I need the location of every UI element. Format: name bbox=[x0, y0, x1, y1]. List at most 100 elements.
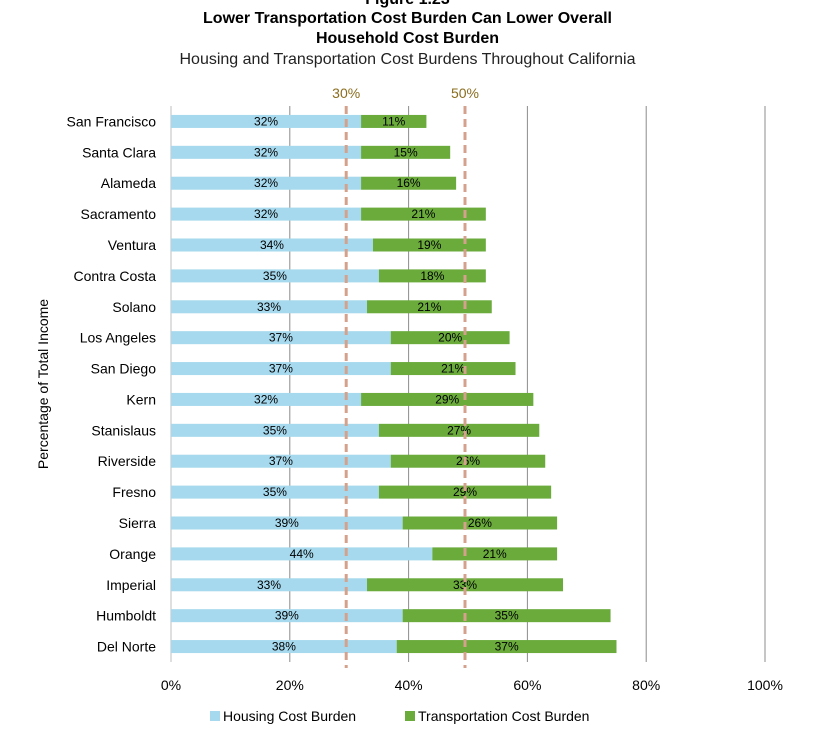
transportation-bar bbox=[372, 238, 486, 252]
transportation-bar bbox=[367, 300, 492, 314]
category-label: Alameda bbox=[101, 175, 156, 191]
category-label: Del Norte bbox=[97, 639, 156, 655]
housing-bar-label: 37% bbox=[269, 454, 293, 468]
transportation-bar-label: 19% bbox=[417, 238, 441, 252]
transportation-bar bbox=[402, 609, 611, 623]
transportation-bar-label: 15% bbox=[394, 145, 418, 159]
housing-bar bbox=[171, 640, 397, 654]
transportation-bar-label: 11% bbox=[382, 114, 405, 128]
x-tick-label: 40% bbox=[395, 677, 423, 693]
legend-swatch-transportation bbox=[405, 711, 415, 721]
x-tick-label: 80% bbox=[632, 677, 660, 693]
category-label: Orange bbox=[109, 546, 156, 562]
housing-bar bbox=[171, 423, 379, 437]
transportation-bar bbox=[367, 578, 564, 592]
legend-label-housing: Housing Cost Burden bbox=[223, 708, 356, 724]
housing-bar bbox=[171, 362, 391, 376]
housing-bar bbox=[171, 269, 379, 283]
transportation-bar-label: 21% bbox=[483, 547, 507, 561]
x-tick-label: 20% bbox=[276, 677, 304, 693]
housing-bar-label: 32% bbox=[254, 207, 278, 221]
category-label: Sacramento bbox=[81, 206, 157, 222]
transportation-bar bbox=[361, 145, 451, 159]
housing-bar bbox=[171, 485, 379, 499]
housing-bar-label: 32% bbox=[254, 392, 278, 406]
category-label: Santa Clara bbox=[82, 144, 156, 160]
legend-swatch-housing bbox=[210, 711, 220, 721]
transportation-bar bbox=[361, 207, 486, 221]
transportation-bar-label: 26% bbox=[456, 454, 480, 468]
housing-bar-label: 38% bbox=[272, 640, 296, 654]
housing-bar-label: 37% bbox=[269, 331, 293, 345]
category-label: San Diego bbox=[91, 361, 157, 377]
category-label: Humboldt bbox=[96, 608, 156, 624]
category-label: Los Angeles bbox=[80, 330, 156, 346]
transportation-bar bbox=[361, 392, 534, 406]
housing-bar bbox=[171, 207, 362, 221]
category-label: Riverside bbox=[98, 453, 157, 469]
category-label: Stanislaus bbox=[91, 422, 156, 438]
transportation-bar-label: 20% bbox=[438, 331, 462, 345]
housing-bar-label: 34% bbox=[260, 238, 284, 252]
category-label: Kern bbox=[126, 391, 156, 407]
x-tick-label: 100% bbox=[747, 677, 783, 693]
transportation-bar bbox=[390, 331, 510, 345]
housing-bar-label: 33% bbox=[257, 578, 281, 592]
transportation-bar-label: 33% bbox=[453, 578, 477, 592]
transportation-bar-label: 29% bbox=[453, 485, 477, 499]
category-label: San Francisco bbox=[67, 113, 157, 129]
transportation-bar bbox=[378, 269, 486, 283]
housing-bar bbox=[171, 300, 368, 314]
housing-bar-label: 39% bbox=[275, 516, 299, 530]
reference-line-label: 30% bbox=[332, 85, 360, 101]
transportation-bar-label: 16% bbox=[397, 176, 421, 190]
category-label: Imperial bbox=[106, 577, 156, 593]
transportation-bar bbox=[378, 485, 552, 499]
transportation-bar-label: 27% bbox=[447, 423, 471, 437]
transportation-bar-label: 29% bbox=[435, 392, 459, 406]
transportation-bar bbox=[361, 114, 427, 128]
housing-bar bbox=[171, 454, 391, 468]
housing-bar-label: 35% bbox=[263, 485, 287, 499]
housing-bar-label: 35% bbox=[263, 269, 287, 283]
category-label: Solano bbox=[112, 299, 156, 315]
legend-label-transportation: Transportation Cost Burden bbox=[418, 708, 589, 724]
housing-bar-label: 32% bbox=[254, 145, 278, 159]
x-tick-label: 60% bbox=[513, 677, 541, 693]
transportation-bar-label: 18% bbox=[420, 269, 444, 283]
category-label: Fresno bbox=[112, 484, 156, 500]
transportation-bar-label: 37% bbox=[495, 640, 519, 654]
housing-bar bbox=[171, 114, 362, 128]
transportation-bar bbox=[390, 454, 546, 468]
chart-title-line-1: Lower Transportation Cost Burden Can Low… bbox=[203, 10, 612, 27]
category-label: Sierra bbox=[119, 515, 157, 531]
transportation-bar-label: 21% bbox=[441, 362, 465, 376]
transportation-bar bbox=[396, 640, 617, 654]
housing-bar bbox=[171, 547, 433, 561]
housing-bar-label: 44% bbox=[290, 547, 314, 561]
housing-bar bbox=[171, 176, 362, 190]
transportation-bar-label: 21% bbox=[411, 207, 435, 221]
housing-bar-label: 33% bbox=[257, 300, 281, 314]
reference-line-label: 50% bbox=[451, 85, 479, 101]
transportation-bar-label: 26% bbox=[468, 516, 492, 530]
housing-bar-label: 35% bbox=[263, 423, 287, 437]
x-tick-label: 0% bbox=[161, 677, 181, 693]
housing-bar-label: 32% bbox=[254, 114, 278, 128]
chart-title-line-2: Household Cost Burden bbox=[315, 30, 500, 47]
chart-figure-number: Figure 1.23 bbox=[0, 0, 815, 9]
housing-bar-label: 37% bbox=[269, 362, 293, 376]
housing-bar bbox=[171, 238, 373, 252]
housing-bar-label: 32% bbox=[254, 176, 278, 190]
transportation-bar-label: 21% bbox=[417, 300, 441, 314]
housing-bar-label: 39% bbox=[275, 609, 299, 623]
category-label: Ventura bbox=[108, 237, 156, 253]
housing-bar bbox=[171, 392, 362, 406]
chart-subtitle: Housing and Transportation Cost Burdens … bbox=[179, 51, 636, 68]
y-axis-title: Percentage of Total Income bbox=[35, 299, 51, 469]
housing-bar bbox=[171, 578, 368, 592]
transportation-bar-label: 35% bbox=[495, 609, 519, 623]
housing-bar bbox=[171, 145, 362, 159]
transportation-bar bbox=[361, 176, 457, 190]
